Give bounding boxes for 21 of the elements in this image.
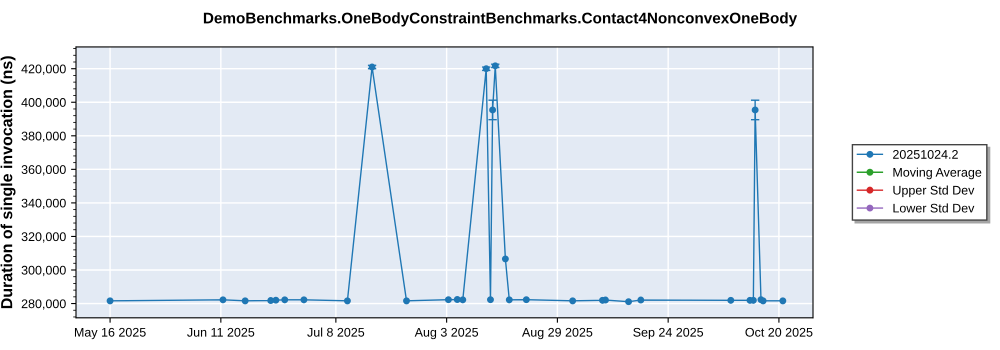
x-tick-label: Jul 8 2025: [307, 328, 364, 337]
x-tick-label: Jun 11 2025: [187, 328, 254, 337]
y-axis-title: Duration of single invocation (ns): [0, 56, 16, 308]
x-tick-label: Sep 24 2025: [633, 328, 704, 340]
y-tick-label: 340,000: [22, 198, 66, 210]
y-tick-label: 400,000: [21, 98, 66, 108]
y-tick-label: 360,000: [22, 165, 66, 176]
y-tick-label: 280,000: [22, 299, 66, 310]
y-tick-label: 300,000: [22, 266, 66, 276]
x-tick-label: May 16 2025: [74, 328, 146, 340]
x-tick-label: Aug 3 2025: [414, 328, 478, 340]
legend-label: Lower Std Dev: [893, 203, 974, 213]
x-tick-label: Aug 29 2025: [522, 328, 592, 340]
y-tick-label: 320,000: [22, 232, 66, 243]
y-tick-label: 380,000: [22, 132, 66, 142]
chart-title: DemoBenchmarks.OneBodyConstraintBenchmarks.Contact4NonconvexOneBody: [204, 12, 798, 26]
x-tick-label: Oct 20 2025: [745, 328, 812, 337]
legend-label: 20251024.2: [893, 150, 958, 159]
legend-label: Upper Std Dev: [893, 185, 974, 198]
y-tick-label: 420,000: [21, 64, 66, 75]
legend-label: Moving Average: [893, 168, 982, 180]
